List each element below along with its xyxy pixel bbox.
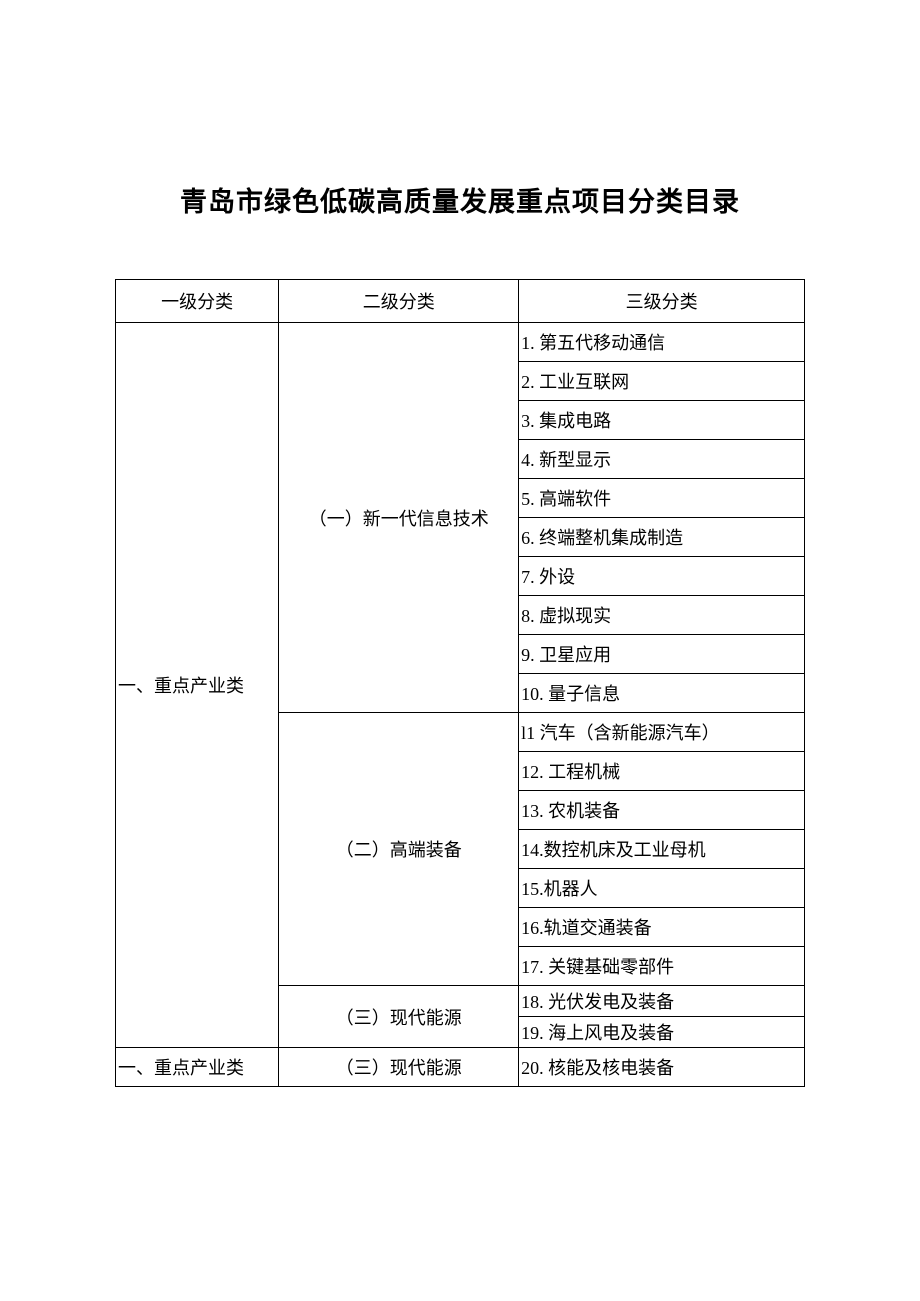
level3-cell: 19. 海上风电及装备 [519, 1017, 805, 1048]
level3-cell: 5. 高端软件 [519, 479, 805, 518]
level3-cell: 1. 第五代移动通信 [519, 323, 805, 362]
level2-cell: （二）高端装备 [279, 713, 519, 986]
level2-cell: （三）现代能源 [279, 1048, 519, 1087]
table-row: 一、重点产业类 （一）新一代信息技术 1. 第五代移动通信 [116, 323, 805, 362]
level3-cell: 10. 量子信息 [519, 674, 805, 713]
level1-cell: 一、重点产业类 [116, 323, 279, 1048]
level3-cell: 12. 工程机械 [519, 752, 805, 791]
level3-cell: 14.数控机床及工业母机 [519, 830, 805, 869]
level3-cell: 13. 农机装备 [519, 791, 805, 830]
header-col2: 二级分类 [279, 280, 519, 323]
level2-cell: （三）现代能源 [279, 986, 519, 1048]
level3-cell: 8. 虚拟现实 [519, 596, 805, 635]
level3-cell: 18. 光伏发电及装备 [519, 986, 805, 1017]
level3-cell: 15.机器人 [519, 869, 805, 908]
table-header-row: 一级分类 二级分类 三级分类 [116, 280, 805, 323]
table-row: 一、重点产业类 （三）现代能源 20. 核能及核电装备 [116, 1048, 805, 1087]
level3-cell: 9. 卫星应用 [519, 635, 805, 674]
document-page: 青岛市绿色低碳高质量发展重点项目分类目录 一级分类 二级分类 三级分类 一、重点… [0, 0, 920, 1147]
classification-table: 一级分类 二级分类 三级分类 一、重点产业类 （一）新一代信息技术 1. 第五代… [115, 279, 805, 1087]
level3-cell: 7. 外设 [519, 557, 805, 596]
level1-cell: 一、重点产业类 [116, 1048, 279, 1087]
level3-cell: 6. 终端整机集成制造 [519, 518, 805, 557]
level3-cell: 20. 核能及核电装备 [519, 1048, 805, 1087]
level3-cell: 2. 工业互联网 [519, 362, 805, 401]
page-title: 青岛市绿色低碳高质量发展重点项目分类目录 [115, 180, 805, 219]
level3-cell: 16.轨道交通装备 [519, 908, 805, 947]
level3-cell: l1 汽车（含新能源汽车） [519, 713, 805, 752]
header-col1: 一级分类 [116, 280, 279, 323]
level3-cell: 3. 集成电路 [519, 401, 805, 440]
level3-cell: 17. 关键基础零部件 [519, 947, 805, 986]
header-col3: 三级分类 [519, 280, 805, 323]
level3-cell: 4. 新型显示 [519, 440, 805, 479]
level2-cell: （一）新一代信息技术 [279, 323, 519, 713]
